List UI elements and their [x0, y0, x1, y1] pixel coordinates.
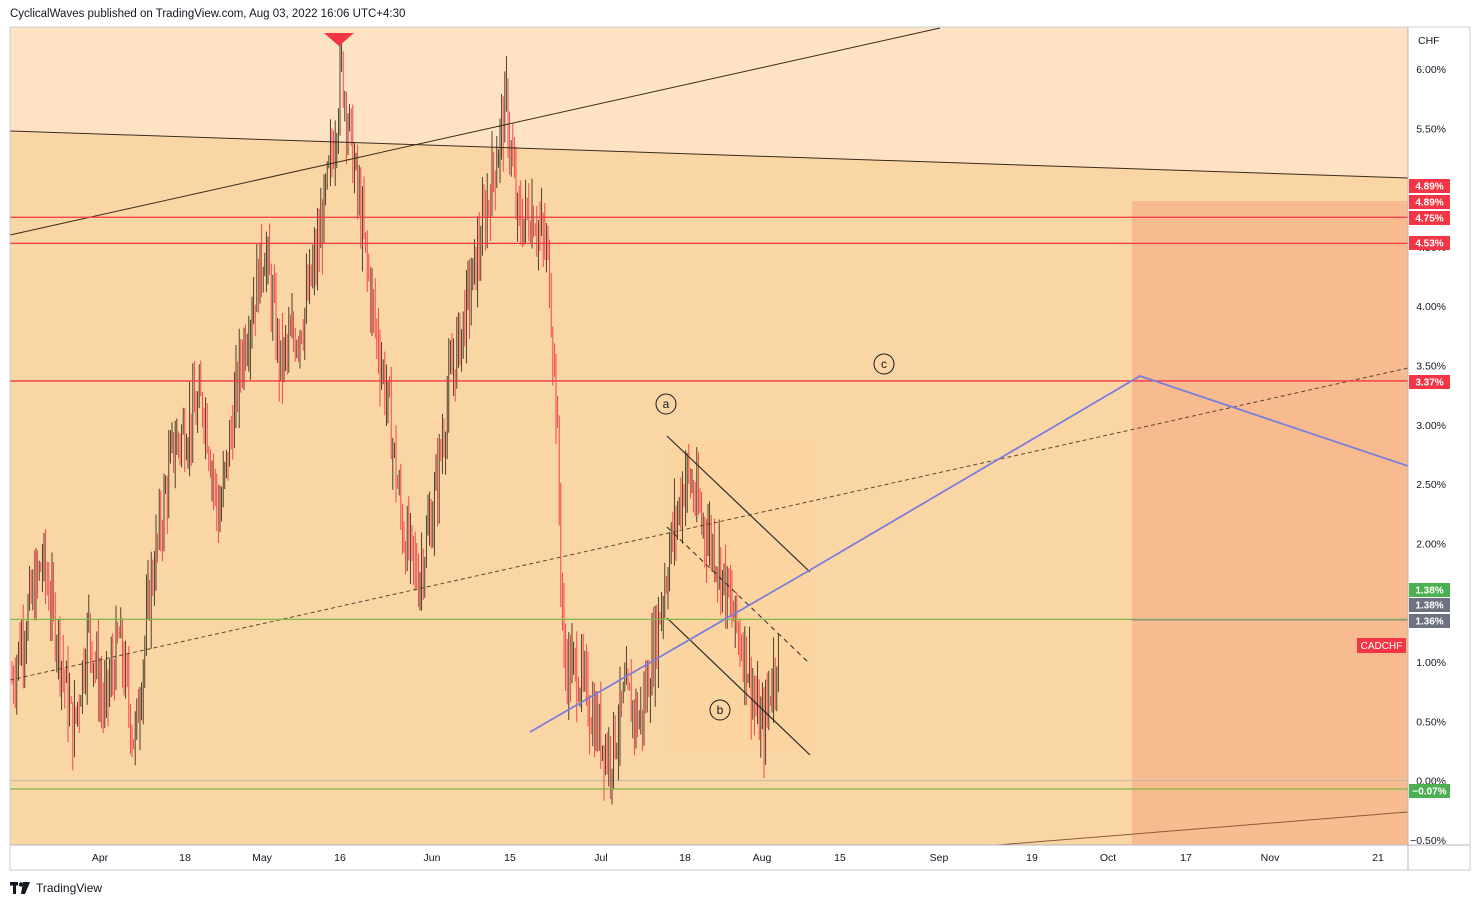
price-badge	[1409, 375, 1450, 389]
price-badge	[1409, 179, 1450, 193]
price-badge	[1409, 583, 1450, 597]
time-axis	[10, 845, 1470, 870]
chart-frame	[9, 26, 1471, 871]
price-badge	[1409, 211, 1450, 225]
y-tick-label: 3.00%	[1416, 420, 1446, 432]
price-badge-label: 1.38%	[1415, 601, 1443, 612]
price-axis	[1408, 27, 1470, 870]
x-tick-label: 15	[834, 852, 846, 864]
footer-brand: TradingView	[36, 881, 103, 895]
price-badge	[1409, 598, 1450, 612]
wave-label: b	[717, 703, 724, 717]
target-zone	[1132, 201, 1408, 845]
publisher-line: CyclicalWaves published on TradingView.c…	[10, 8, 406, 20]
x-tick-label: 21	[1372, 852, 1384, 864]
x-tick-label: Oct	[1100, 852, 1116, 864]
price-badge	[1409, 784, 1450, 798]
tradingview-footer[interactable]: TradingView	[10, 881, 102, 895]
x-tick-label: Jul	[594, 852, 607, 864]
price-badge-label: 4.89%	[1415, 182, 1443, 193]
x-tick-label: 18	[679, 852, 691, 864]
wave-circle	[655, 393, 677, 415]
x-tick-label: Aug	[753, 852, 772, 864]
wedge-upper-line	[666, 435, 811, 573]
price-badge-label: 4.53%	[1415, 239, 1443, 250]
symbol-badge-label: CADCHF	[1361, 641, 1403, 652]
x-axis-ticks: Apr 18 May 16 Jun 15 Jul 18 Aug 15 Sep 19 Oct 17 Nov 21	[92, 852, 1384, 864]
correction-zone	[668, 440, 810, 750]
candles	[11, 43, 779, 805]
upper-trendline	[9, 130, 1409, 179]
price-badge-label: −0.07%	[1412, 787, 1446, 798]
y-tick-label: 3.50%	[1416, 361, 1446, 373]
y-tick-label: 4.00%	[1416, 301, 1446, 313]
wave-label: a	[663, 397, 670, 411]
wave-labels: a b c	[655, 353, 895, 721]
price-badge-label: 4.75%	[1415, 214, 1443, 225]
x-tick-label: Apr	[92, 852, 109, 864]
x-tick-label: May	[252, 852, 273, 864]
x-tick-label: 16	[334, 852, 346, 864]
x-tick-label: Sep	[930, 852, 949, 864]
price-badge-label: 1.36%	[1415, 617, 1443, 628]
price-badge-label: 4.89%	[1415, 198, 1443, 209]
wave-label: c	[881, 357, 887, 371]
price-badges: 4.89% 4.89% 4.75% 4.53% 3.37% 1.38% 1.38% 1.36%…	[1409, 179, 1450, 798]
wave-circle	[873, 353, 895, 375]
x-tick-label: Jun	[424, 852, 441, 864]
currency-label: CHF	[1418, 35, 1440, 47]
tradingview-logo-icon	[10, 882, 30, 894]
top-marker-icon	[324, 33, 354, 46]
price-badge	[1409, 236, 1450, 250]
x-tick-label: 17	[1180, 852, 1192, 864]
rising-trendline	[9, 27, 941, 236]
y-tick-label: 1.00%	[1416, 657, 1446, 669]
y-tick-label: −0.50%	[1410, 835, 1446, 847]
y-tick-label: 2.00%	[1416, 538, 1446, 550]
y-tick-label: 5.50%	[1416, 123, 1446, 135]
y-tick-label: 0.50%	[1416, 716, 1446, 728]
y-tick-label: 2.50%	[1416, 479, 1446, 491]
price-badge	[1409, 195, 1450, 209]
x-tick-label: 18	[179, 852, 191, 864]
x-tick-label: 19	[1026, 852, 1038, 864]
wedge-mid-line	[666, 526, 809, 663]
wave-circle	[709, 699, 731, 721]
price-badge-label: 1.38%	[1415, 586, 1443, 597]
x-tick-label: 15	[504, 852, 516, 864]
x-tick-label: Nov	[1261, 852, 1280, 864]
symbol-badge	[1357, 638, 1406, 653]
y-tick-label: 6.00%	[1416, 64, 1446, 76]
wedge-lower-line	[666, 617, 811, 756]
price-badge-label: 3.37%	[1415, 378, 1443, 389]
price-badge	[1409, 614, 1450, 628]
projection-path	[529, 375, 1409, 733]
dashed-trendline	[9, 367, 1409, 681]
